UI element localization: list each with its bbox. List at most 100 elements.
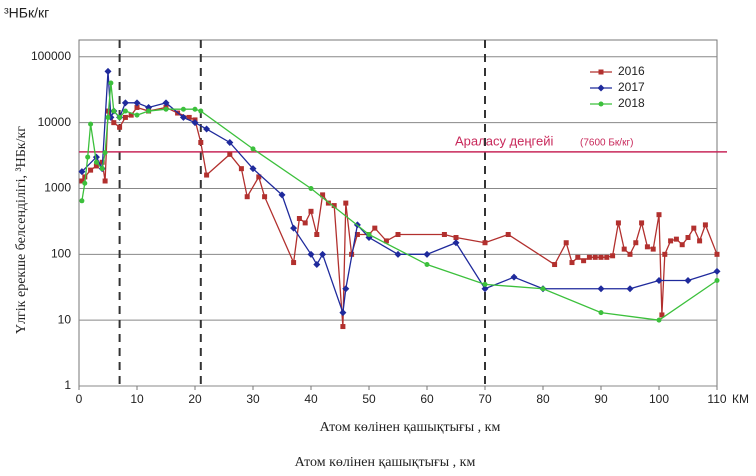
point	[610, 253, 616, 259]
point	[319, 250, 327, 258]
point	[162, 99, 170, 107]
point	[262, 194, 268, 200]
point	[639, 220, 645, 226]
point	[134, 112, 140, 118]
point	[88, 121, 94, 127]
y-tick-label: 1	[64, 378, 71, 392]
x-tick-label: 20	[188, 392, 202, 406]
x-tick-label: 40	[304, 392, 318, 406]
point	[108, 80, 114, 86]
point	[598, 254, 604, 260]
x-tick-label: 10	[130, 392, 144, 406]
point	[82, 180, 88, 186]
y-tick-label: 10000	[38, 115, 72, 129]
point	[598, 310, 604, 316]
y-tick-label: 100000	[31, 49, 71, 63]
point	[668, 238, 674, 244]
point	[238, 166, 244, 172]
point	[691, 225, 697, 231]
point	[191, 119, 199, 127]
point	[93, 163, 99, 169]
point	[662, 251, 668, 257]
x-tick-label: 110	[707, 392, 726, 406]
point	[394, 250, 402, 258]
point	[198, 108, 204, 114]
point	[673, 236, 679, 242]
point	[505, 232, 511, 238]
point	[313, 261, 321, 269]
point	[85, 154, 91, 160]
point	[179, 113, 187, 121]
point	[117, 124, 123, 130]
point	[314, 232, 320, 238]
point	[117, 114, 123, 120]
point	[320, 192, 326, 198]
x-unit: КМ	[732, 392, 749, 406]
x-tick-label: 0	[76, 392, 83, 406]
point	[423, 250, 431, 258]
point	[88, 167, 94, 173]
point	[354, 232, 360, 238]
point	[655, 277, 663, 285]
point	[186, 114, 192, 120]
point	[581, 258, 587, 264]
point	[278, 191, 286, 199]
point	[79, 178, 85, 184]
point	[145, 103, 153, 111]
point	[395, 232, 401, 238]
point	[339, 309, 347, 317]
legend-label: 2018	[618, 96, 645, 110]
x-tick-label: 60	[420, 392, 434, 406]
point	[656, 317, 662, 323]
point	[424, 262, 430, 268]
point	[331, 203, 337, 209]
point	[111, 108, 117, 114]
point	[92, 153, 100, 161]
point	[650, 246, 656, 252]
point	[452, 239, 460, 247]
point	[102, 150, 108, 156]
point	[604, 254, 610, 260]
point	[244, 194, 250, 200]
point	[308, 208, 314, 214]
legend-marker	[598, 101, 604, 107]
series-line	[81, 82, 718, 321]
point	[307, 250, 315, 258]
point	[481, 285, 489, 293]
x-axis-label-repeat: Атом көлінен қашықтығы , км	[295, 455, 476, 470]
x-tick-label: 100	[649, 392, 669, 406]
point	[302, 220, 308, 226]
x-tick-label: 30	[246, 392, 260, 406]
point	[111, 120, 117, 126]
point	[540, 286, 546, 292]
point	[383, 238, 389, 244]
legend-label: 2017	[618, 80, 645, 94]
point	[249, 165, 257, 173]
annotation: Араласу деңгейі	[455, 133, 554, 148]
point	[656, 212, 662, 218]
point	[192, 106, 198, 112]
y-tick-label: 100	[51, 246, 71, 260]
point	[626, 285, 634, 293]
point	[198, 139, 204, 145]
point	[633, 240, 639, 246]
legend-marker	[597, 84, 605, 92]
point	[134, 104, 140, 110]
point	[343, 200, 349, 206]
point	[133, 99, 141, 107]
point	[482, 281, 488, 287]
legend-label: 2016	[618, 64, 645, 78]
unit-label: ³НБк/кг	[4, 5, 49, 21]
point	[372, 225, 378, 231]
point	[713, 267, 721, 275]
point	[366, 232, 372, 238]
point	[296, 216, 302, 222]
legend-marker	[598, 69, 604, 75]
point	[615, 220, 621, 226]
x-axis-label: Атом көлінен қашықтығы , км	[320, 420, 501, 435]
point	[563, 240, 569, 246]
point	[586, 254, 592, 260]
point	[105, 114, 111, 120]
point	[256, 174, 262, 180]
